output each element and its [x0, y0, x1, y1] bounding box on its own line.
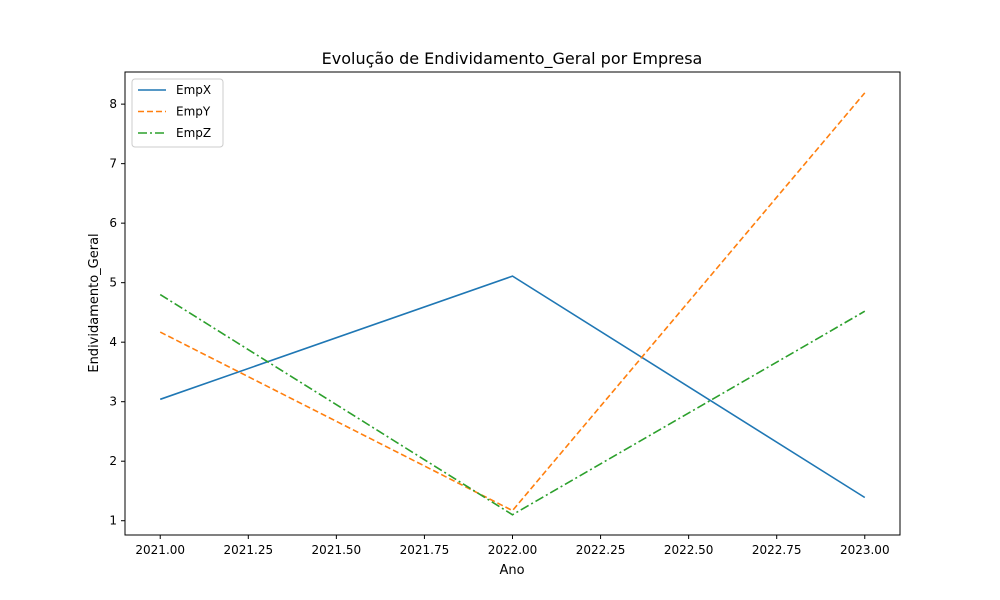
- x-tick-label: 2021.50: [312, 543, 362, 557]
- legend-label: EmpY: [176, 105, 211, 119]
- y-tick-label: 4: [109, 335, 117, 349]
- x-tick-label: 2022.50: [664, 543, 714, 557]
- chart-title: Evolução de Endividamento_Geral por Empr…: [322, 49, 703, 69]
- series-line-empx: [159, 275, 866, 499]
- legend-label: EmpZ: [176, 126, 211, 140]
- y-tick-label: 8: [109, 97, 117, 111]
- y-axis-label: Endividamento_Geral: [87, 233, 102, 372]
- x-tick-label: 2022.00: [488, 543, 538, 557]
- y-tick-label: 5: [109, 276, 117, 290]
- legend: EmpX EmpY EmpZ: [131, 78, 224, 148]
- x-tick-label: 2022.25: [576, 543, 626, 557]
- legend-box: [131, 78, 224, 148]
- x-tick-label: 2022.75: [752, 543, 802, 557]
- y-axis: 1 2 3 4 5 6 7 8: [109, 97, 125, 528]
- y-tick-label: 7: [109, 157, 117, 171]
- y-tick-label: 3: [109, 395, 117, 409]
- series-lines: [159, 92, 866, 516]
- x-tick-label: 2023.00: [840, 543, 890, 557]
- legend-label: EmpX: [176, 83, 211, 97]
- series-line-empy: [159, 92, 866, 512]
- y-tick-label: 2: [109, 454, 117, 468]
- x-tick-label: 2021.25: [223, 543, 273, 557]
- x-axis: 2021.00 2021.25 2021.50 2021.75 2022.00 2022.…: [135, 535, 890, 557]
- x-tick-label: 2021.75: [400, 543, 450, 557]
- plot-area: [124, 71, 901, 536]
- y-tick-label: 6: [109, 216, 117, 230]
- x-tick-label: 2021.00: [135, 543, 185, 557]
- x-axis-label: Ano: [499, 563, 524, 578]
- y-tick-label: 1: [109, 514, 117, 528]
- series-line-empz: [159, 293, 866, 516]
